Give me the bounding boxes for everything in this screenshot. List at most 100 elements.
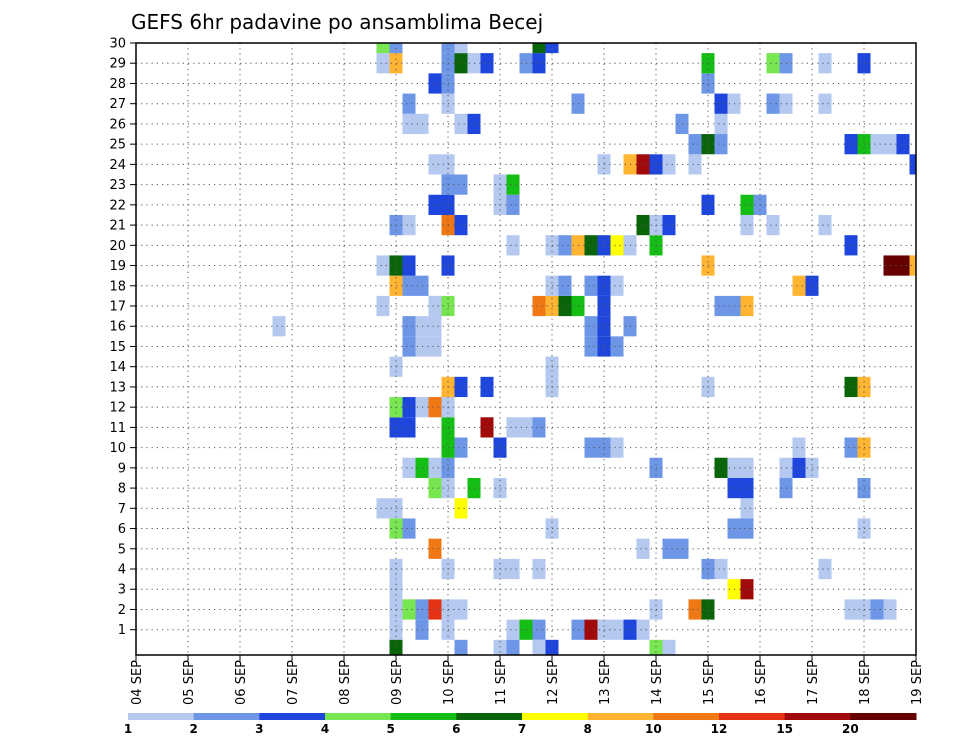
heat-cell [870,134,884,155]
heat-cell [402,457,416,478]
heat-cell [402,599,416,620]
x-tick-label: 12 SEP [546,660,561,705]
heat-cell [584,235,598,256]
legend-swatch [325,713,392,720]
heat-cell [402,316,416,337]
heat-cell [714,295,728,317]
heat-cell [818,53,832,74]
heat-cell [454,53,468,74]
heat-cell [818,93,832,114]
heat-cell [558,275,572,296]
legend-label: 10 [645,722,662,736]
heat-cell [376,255,390,276]
heat-cell [545,639,559,655]
heat-cell [636,619,650,640]
heat-cell [909,255,916,276]
grid-layer [136,42,916,655]
y-tick-label: 26 [109,117,126,132]
legend-label: 4 [321,722,329,736]
heat-cell [792,437,806,458]
heat-cell [766,214,780,236]
heat-cell [272,316,286,337]
heat-cell [428,538,442,559]
heat-cell [402,397,416,418]
heat-cell [389,43,403,54]
heat-cell [402,417,416,438]
x-tick-label: 11 SEP [494,660,509,705]
heat-cell [480,53,494,74]
heat-cell [740,579,754,600]
y-tick-label: 19 [109,259,126,274]
heat-cell [428,457,442,478]
heat-cell [662,214,676,236]
cells-layer [272,43,916,655]
heat-cell [545,43,559,54]
legend-label: 12 [711,722,728,736]
y-tick-label: 22 [109,198,126,213]
heat-cell [454,599,468,620]
heat-cell [389,639,403,655]
heat-cell [428,599,442,620]
heat-cell [740,498,754,519]
x-tick-label: 18 SEP [858,660,873,705]
legend-label: 1 [124,722,132,736]
y-tick-label: 10 [109,441,126,456]
heat-cell [454,376,468,398]
heat-cell [766,53,780,74]
legend-label: 2 [189,722,197,736]
y-tick-label: 16 [109,320,126,335]
heat-cell [506,235,520,256]
legend-swatch [390,713,457,720]
y-tick-label: 20 [109,239,126,254]
heat-cell [688,134,702,155]
x-tick-label: 07 SEP [286,660,301,705]
legend-swatch [522,713,589,720]
y-tick-label: 29 [109,57,126,72]
heat-cell [610,275,624,296]
heat-cell [870,599,884,620]
legend-swatch [456,713,523,720]
heat-cell [714,457,728,478]
heat-cell [844,437,858,458]
chart-title: GEFS 6hr padavine po ansamblima Becej [131,10,543,34]
heat-cell [454,113,468,135]
heat-cell [532,619,546,640]
heat-cell [818,558,832,580]
heat-cell [740,214,754,236]
heat-cell [532,295,546,317]
heat-cell [909,154,916,175]
legend-swatch [587,713,654,720]
heat-cell [844,134,858,155]
heat-cell [558,235,572,256]
heat-cell [558,295,572,317]
heat-cell [532,639,546,655]
x-tick-label: 09 SEP [390,660,405,705]
legend-swatch [128,713,195,720]
heat-cell [454,498,468,519]
heat-cell [402,113,416,135]
heat-cell [428,336,442,357]
legend-swatch [719,713,786,720]
heat-cell [740,477,754,499]
heat-cell [844,376,858,398]
heat-cell [454,639,468,655]
x-axis: 04 SEP 05 SEP 06 SEP 07 SEP 08 SEP 09 SEP 10 S… [130,655,925,705]
heat-cell [610,336,624,357]
y-tick-label: 11 [109,421,126,436]
x-tick-label: 14 SEP [650,660,665,705]
heat-cell [376,498,390,519]
y-tick-label: 2 [118,603,126,618]
heat-cell [454,43,468,54]
heat-cell [532,43,546,54]
y-tick-label: 3 [118,583,126,598]
y-tick-label: 27 [109,97,126,112]
x-tick-label: 17 SEP [806,660,821,705]
y-tick-label: 30 [109,37,126,52]
heat-cell [402,336,416,357]
heat-cell [714,93,728,114]
heat-cell [714,113,728,135]
legend-swatch [653,713,720,720]
heat-cell [740,295,754,317]
heat-cell [688,154,702,175]
legend-swatch [259,713,326,720]
